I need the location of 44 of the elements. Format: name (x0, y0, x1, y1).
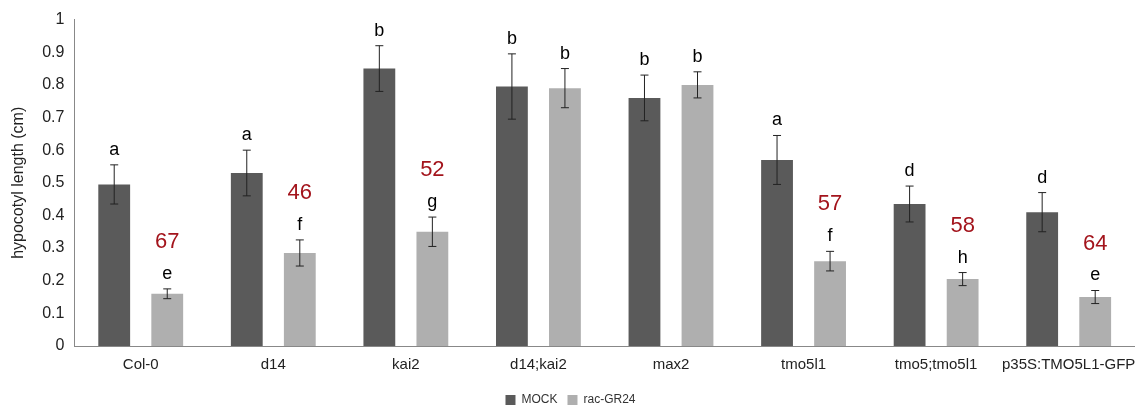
annotation: 64 (1082, 229, 1108, 255)
x-tick-label: Col-0 (122, 355, 159, 373)
data-label: b (639, 49, 650, 70)
y-tick-label: 0.5 (42, 173, 65, 191)
y-tick-label: 0.9 (42, 42, 65, 60)
annotation: 52 (420, 156, 445, 182)
annotation: 57 (817, 190, 843, 216)
y-tick-label: 0.1 (42, 303, 65, 321)
data-label: a (109, 138, 121, 159)
y-tick-label: 0.4 (42, 205, 65, 223)
data-label: f (297, 213, 304, 234)
data-label: e (162, 262, 173, 283)
y-tick-label: 0.8 (42, 75, 65, 93)
y-tick-label: 0.2 (42, 271, 65, 289)
x-tick-label: p35S:TMO5L1-GFP (1001, 355, 1136, 373)
data-label: b (559, 42, 570, 63)
y-tick-label: 1 (55, 10, 65, 28)
x-tick-label: d14 (260, 355, 286, 373)
x-tick-label: tmo5;tmo5l1 (894, 355, 978, 373)
annotation: 46 (287, 178, 313, 204)
data-label: b (374, 19, 385, 40)
x-tick-label: tmo5l1 (781, 355, 827, 373)
y-tick-label: 0.3 (42, 238, 65, 256)
legend-label: rac-GR24 (583, 392, 636, 407)
data-label: d (904, 160, 915, 181)
y-tick-label: 0.7 (42, 107, 65, 125)
data-label: d (1037, 166, 1048, 187)
x-tick-label: max2 (652, 355, 690, 373)
annotation: 58 (950, 211, 975, 237)
x-tick-label: kai2 (392, 355, 420, 373)
data-label: a (241, 124, 253, 145)
data-label: g (427, 191, 438, 212)
y-axis-title: hypocotyl length (cm) (9, 106, 27, 259)
data-label: f (827, 225, 834, 246)
annotation: 67 (155, 227, 180, 253)
y-tick-label: 0 (55, 336, 65, 354)
data-label: a (772, 109, 784, 130)
data-label: e (1090, 264, 1101, 285)
legend-label: MOCK (521, 392, 558, 407)
data-label: b (692, 45, 703, 66)
data-label: b (506, 27, 517, 48)
y-tick-label: 0.6 (42, 140, 65, 158)
data-label: h (957, 246, 968, 267)
x-tick-label: d14;kai2 (510, 355, 567, 373)
